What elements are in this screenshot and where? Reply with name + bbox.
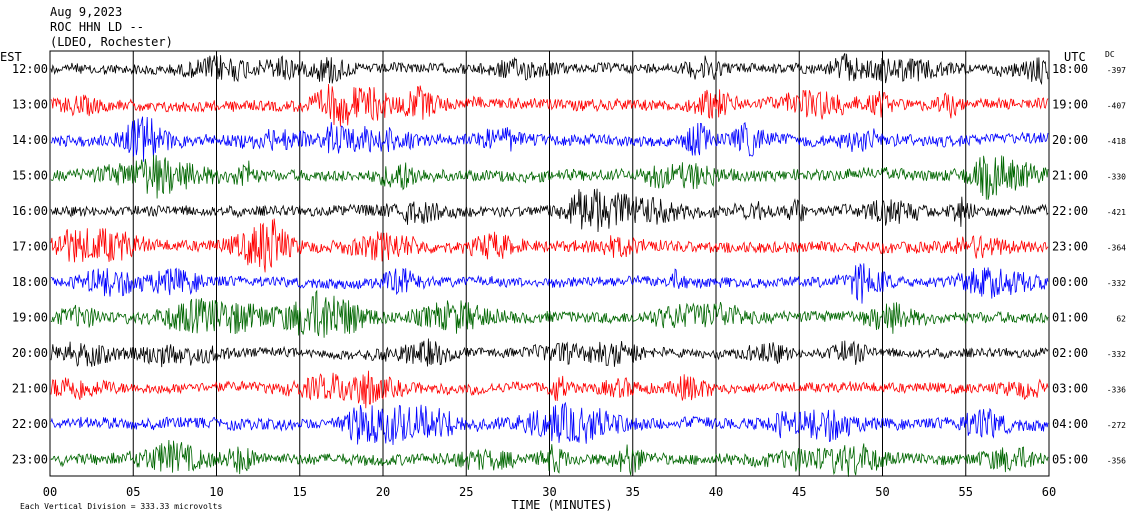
utc-hour-label: 23:00: [1052, 240, 1088, 254]
est-hour-label: 17:00: [12, 240, 48, 254]
dc-offset-label: -421: [1107, 208, 1126, 217]
est-hour-label: 12:00: [12, 62, 48, 76]
x-tick-labels: 00 05 10 15 20 25 30 35 40 45 50 55 60: [43, 485, 1056, 499]
utc-hour-label: 20:00: [1052, 133, 1088, 147]
x-tick-label: 35: [626, 485, 640, 499]
est-hour-labels: 12:00 13:00 14:00 15:00 16:00 17:00 18:00 19:00…: [12, 62, 48, 467]
est-hour-label: 13:00: [12, 98, 48, 112]
dc-offset-label: -364: [1107, 244, 1126, 253]
dc-offset-label: -418: [1107, 137, 1126, 146]
footer-note: Each Vertical Division = 333.33 microvol…: [20, 502, 222, 511]
est-hour-label: 18:00: [12, 275, 48, 289]
est-hour-label: 15:00: [12, 169, 48, 183]
x-tick-label: 25: [459, 485, 473, 499]
utc-hour-label: 05:00: [1052, 453, 1088, 467]
dc-offset-label: -336: [1107, 386, 1126, 395]
dc-offset-labels: -397 -407 -418 -330 -421 -364 -332 62 -332 -336 -2…: [1107, 66, 1126, 466]
x-tick-label: 55: [959, 485, 973, 499]
est-hour-label: 21:00: [12, 382, 48, 396]
utc-hour-label: 18:00: [1052, 62, 1088, 76]
est-hour-label: 14:00: [12, 133, 48, 147]
dc-offset-label: 62: [1116, 315, 1126, 324]
est-hour-label: 23:00: [12, 453, 48, 467]
utc-hour-label: 02:00: [1052, 346, 1088, 360]
x-tick-label: 05: [126, 485, 140, 499]
dc-offset-label: -332: [1107, 350, 1126, 359]
est-hour-label: 16:00: [12, 204, 48, 218]
utc-hour-label: 04:00: [1052, 417, 1088, 431]
x-tick-label: 45: [792, 485, 806, 499]
utc-hour-label: 00:00: [1052, 275, 1088, 289]
est-hour-label: 22:00: [12, 417, 48, 431]
x-tick-label: 40: [709, 485, 723, 499]
dc-label: DC: [1105, 50, 1115, 59]
utc-hour-labels: 18:00 19:00 20:00 21:00 22:00 23:00 00:00 01:00…: [1052, 62, 1088, 467]
x-tick-label: 00: [43, 485, 57, 499]
x-tick-label: 10: [209, 485, 223, 499]
x-axis-label: TIME (MINUTES): [511, 498, 612, 512]
dc-offset-label: -356: [1107, 457, 1126, 466]
utc-hour-label: 01:00: [1052, 311, 1088, 325]
x-tick-label: 15: [293, 485, 307, 499]
x-tick-label: 20: [376, 485, 390, 499]
utc-hour-label: 19:00: [1052, 98, 1088, 112]
est-hour-label: 19:00: [12, 311, 48, 325]
dc-offset-label: -407: [1107, 102, 1126, 111]
header-network: (LDEO, Rochester): [50, 35, 173, 49]
grid-lines: [133, 51, 966, 476]
header-date: Aug 9,2023: [50, 5, 122, 19]
x-tick-label: 60: [1042, 485, 1056, 499]
utc-hour-label: 21:00: [1052, 169, 1088, 183]
dc-offset-label: -332: [1107, 279, 1126, 288]
utc-hour-label: 03:00: [1052, 382, 1088, 396]
dc-offset-label: -272: [1107, 421, 1126, 430]
x-tick-label: 50: [875, 485, 889, 499]
header-station: ROC HHN LD --: [50, 20, 144, 34]
x-tick-label: 30: [542, 485, 556, 499]
est-hour-label: 20:00: [12, 346, 48, 360]
dc-offset-label: -330: [1107, 173, 1126, 182]
dc-offset-label: -397: [1107, 66, 1126, 75]
utc-hour-label: 22:00: [1052, 204, 1088, 218]
